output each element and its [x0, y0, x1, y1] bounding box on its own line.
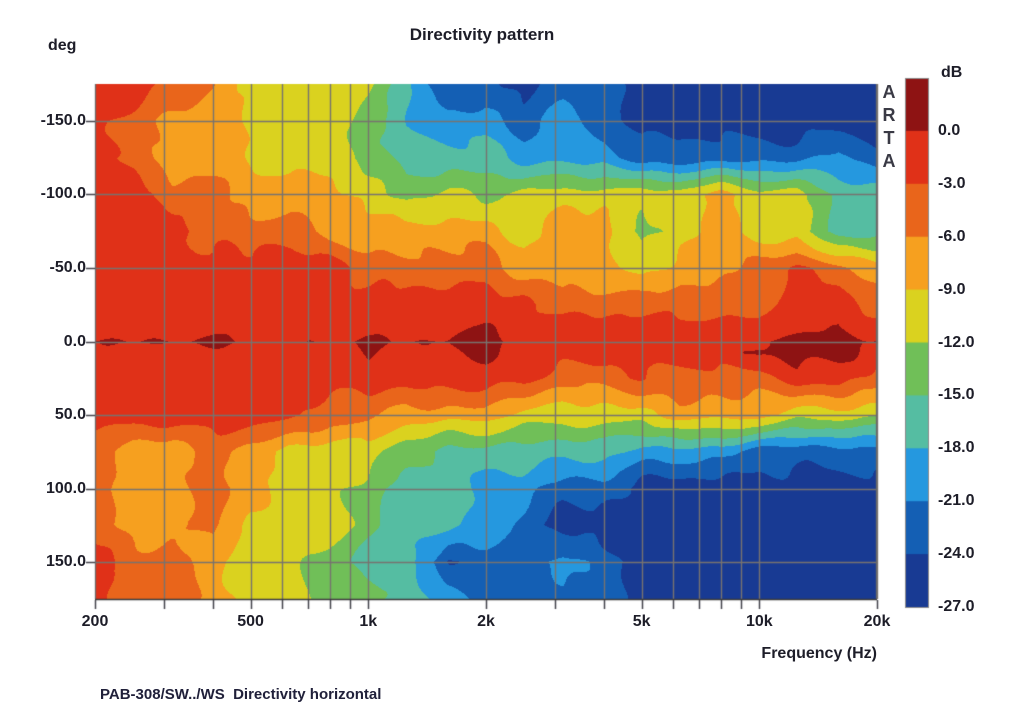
caption: PAB-308/SW../WS Directivity horizontal [100, 686, 382, 703]
y-axis-tick-label: -100.0 [40, 185, 86, 203]
arta-watermark-letter: T [883, 128, 895, 148]
colorbar-tick-label: -24.0 [938, 545, 975, 563]
arta-watermark-letter: R [882, 105, 896, 125]
colorbar-tick-label: -9.0 [938, 280, 966, 298]
y-axis-tick-label: 100.0 [45, 479, 86, 497]
x-axis-tick-label: 500 [237, 613, 264, 630]
y-axis-tick-label: 50.0 [54, 406, 86, 424]
x-axis-tick-label: 200 [81, 613, 109, 630]
x-axis-tick-label: 10k [745, 613, 773, 630]
colorbar-tick-label: -27.0 [938, 598, 975, 615]
colorbar-tick-label: -12.0 [938, 333, 975, 351]
chart-title: Directivity pattern [409, 25, 555, 44]
y-axis-unit-label: deg [48, 37, 77, 54]
colorbar-tick-label: -21.0 [938, 492, 975, 510]
y-axis-tick-label: 0.0 [63, 332, 86, 350]
y-axis-tick-label: 150.0 [45, 553, 86, 571]
x-axis-tick-label: 1k [359, 613, 378, 630]
arta-watermark-letter: A [882, 82, 896, 102]
colorbar-unit-label: dB [941, 64, 963, 81]
colorbar-tick-label: -3.0 [938, 174, 966, 192]
colorbar-tick-label: 0.0 [938, 121, 961, 139]
colorbar-tick-label: -18.0 [938, 439, 975, 457]
colorbar-tick-label: -6.0 [938, 227, 966, 245]
x-axis-title: Frequency (Hz) [761, 645, 877, 662]
x-axis-tick-label: 2k [477, 613, 495, 630]
arta-watermark-letter: A [882, 151, 896, 171]
y-axis-tick-label: -50.0 [49, 258, 86, 276]
colorbar-tick-label: -15.0 [938, 386, 975, 404]
x-axis-tick-label: 5k [632, 613, 651, 630]
x-axis-tick-label: 20k [863, 613, 891, 630]
y-axis-tick-label: -150.0 [40, 111, 86, 129]
